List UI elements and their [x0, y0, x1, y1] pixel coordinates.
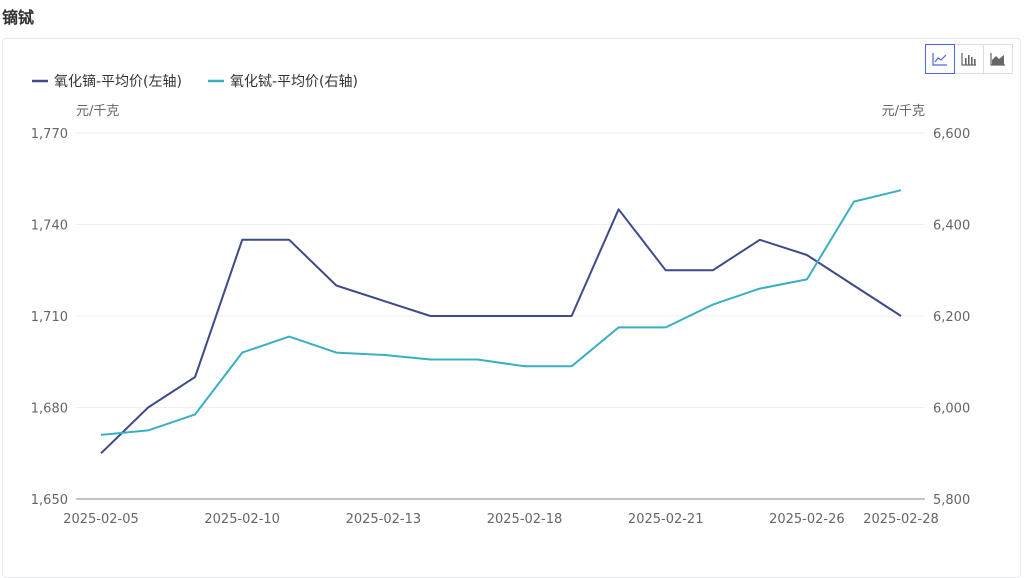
y-left-tick-label: 1,740 — [31, 219, 68, 234]
y-left-tick-label: 1,680 — [31, 402, 68, 417]
chart-card — [2, 38, 1021, 578]
x-tick-label: 2025-02-21 — [628, 512, 704, 527]
y-right-tick-label: 5,800 — [933, 493, 970, 508]
y-left-tick-label: 1,770 — [31, 127, 68, 142]
y-right-tick-label: 6,000 — [933, 402, 970, 417]
y-right-tick-label: 6,400 — [933, 219, 970, 234]
y-right-tick-label: 6,200 — [933, 310, 970, 325]
x-tick-label: 2025-02-18 — [487, 512, 563, 527]
x-tick-label: 2025-02-28 — [863, 512, 939, 527]
x-tick-label: 2025-02-10 — [204, 512, 280, 527]
series-line-terbium-oxide — [100, 189, 902, 436]
area-chart-button[interactable] — [983, 44, 1013, 74]
legend-label-terbium-oxide: 氧化铽-平均价(右轴) — [230, 74, 358, 90]
y-left-tick-label: 1,710 — [31, 310, 68, 325]
y-right-axis-label: 元/千克 — [882, 104, 925, 119]
x-tick-label: 2025-02-05 — [63, 512, 139, 527]
line-chart-icon — [932, 53, 947, 66]
y-left-axis-label: 元/千克 — [76, 104, 119, 119]
area-chart-icon — [990, 53, 1005, 66]
y-right-tick-label: 6,600 — [933, 127, 970, 142]
bar-chart-icon — [961, 53, 976, 66]
x-tick-label: 2025-02-13 — [346, 512, 422, 527]
line-chart-button[interactable] — [925, 44, 955, 74]
legend-label-dysprosium-oxide: 氧化镝-平均价(左轴) — [54, 73, 182, 90]
x-tick-label: 2025-02-26 — [769, 512, 845, 527]
series-line-dysprosium-oxide — [100, 208, 902, 455]
page-title: 镝铽 — [2, 8, 35, 27]
y-left-tick-label: 1,650 — [31, 493, 68, 508]
chart-type-toolbar — [925, 44, 1013, 74]
